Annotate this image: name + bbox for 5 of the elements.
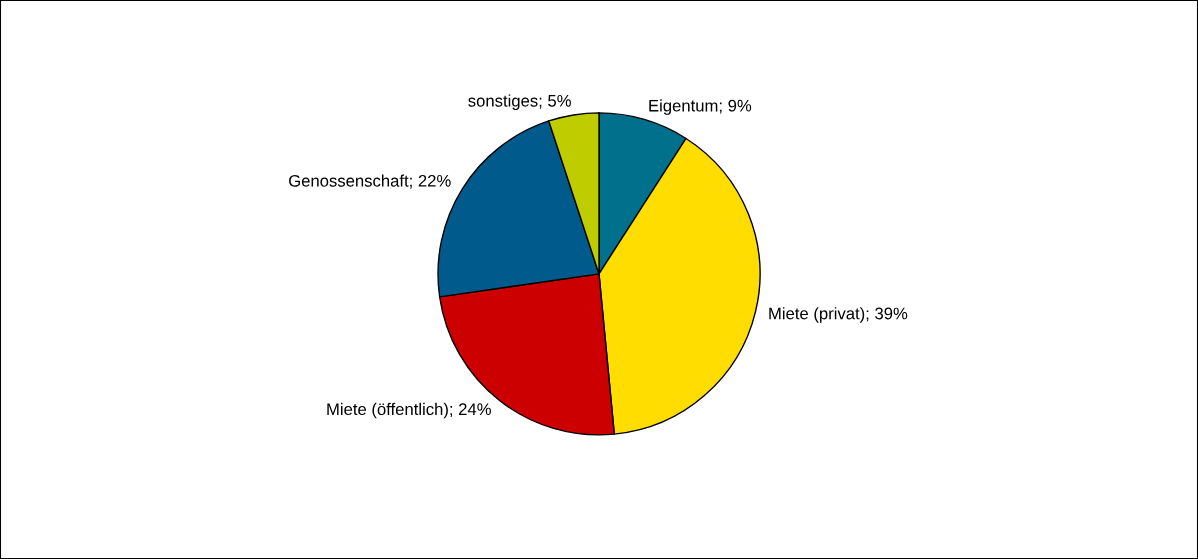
slice-label: Miete (privat); 39% [769,307,908,323]
slice-label: sonstiges; 5% [468,94,571,110]
slice-label: Miete (öffentlich); 24% [327,402,491,419]
slice-label: Genossenschaft; 22% [289,174,451,189]
slice-label: Eigentum; 9% [649,99,752,115]
